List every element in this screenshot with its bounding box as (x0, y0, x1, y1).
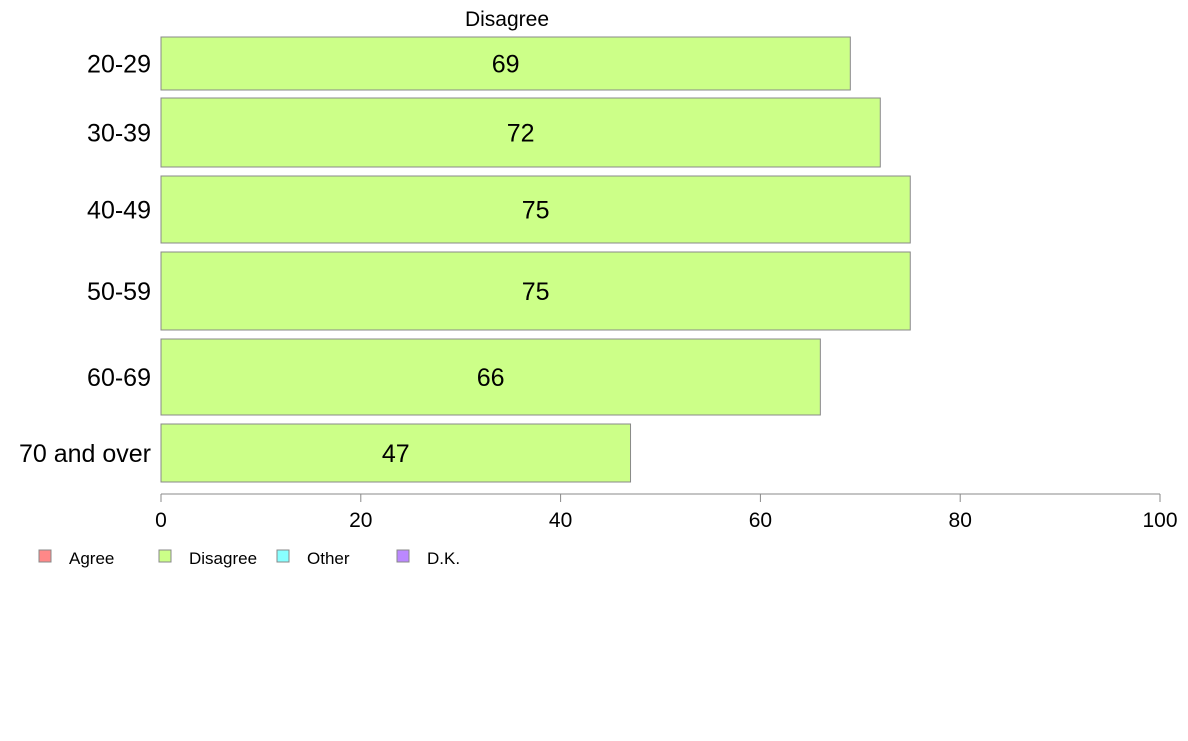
data-label: 72 (507, 120, 535, 148)
legend: Agree Disagree Other D.K. (38, 549, 460, 568)
x-tick-label: 40 (549, 509, 572, 532)
category-label: 70 and over (19, 440, 151, 468)
x-axis: 0 20 40 60 80 100 (155, 493, 1178, 532)
bar-70-and-over (160, 423, 632, 483)
legend-label: Other (307, 549, 350, 568)
data-label: 47 (382, 440, 410, 468)
legend-label: Agree (69, 549, 114, 568)
bar-50-59 (160, 251, 911, 331)
category-label: 20-29 (87, 51, 151, 79)
legend-swatch (38, 549, 52, 563)
data-label: 75 (522, 197, 550, 225)
legend-swatch (276, 549, 290, 563)
bar-30-39 (160, 97, 881, 168)
legend-label: Disagree (189, 549, 257, 568)
category-label: 40-49 (87, 197, 151, 225)
x-tick-label: 100 (1142, 509, 1177, 532)
bar-20-29 (160, 36, 851, 91)
bar-40-49 (160, 175, 911, 244)
bars-group: 69 72 75 75 66 47 (160, 36, 911, 483)
data-label: 75 (522, 278, 550, 306)
x-tick-label: 80 (949, 509, 972, 532)
category-label: 60-69 (87, 364, 151, 392)
data-label: 69 (492, 51, 520, 79)
x-tick-label: 20 (349, 509, 372, 532)
x-tick-label: 60 (749, 509, 772, 532)
legend-swatch (396, 549, 410, 563)
legend-label: D.K. (427, 549, 460, 568)
legend-swatch (158, 549, 172, 563)
category-labels: 20-29 30-39 40-49 50-59 60-69 70 and over (19, 51, 151, 469)
category-label: 50-59 (87, 278, 151, 306)
data-label: 66 (477, 364, 505, 392)
bar-60-69 (160, 338, 821, 416)
x-tick-label: 0 (155, 509, 167, 532)
category-label: 30-39 (87, 120, 151, 148)
chart-title: Disagree (465, 8, 549, 31)
